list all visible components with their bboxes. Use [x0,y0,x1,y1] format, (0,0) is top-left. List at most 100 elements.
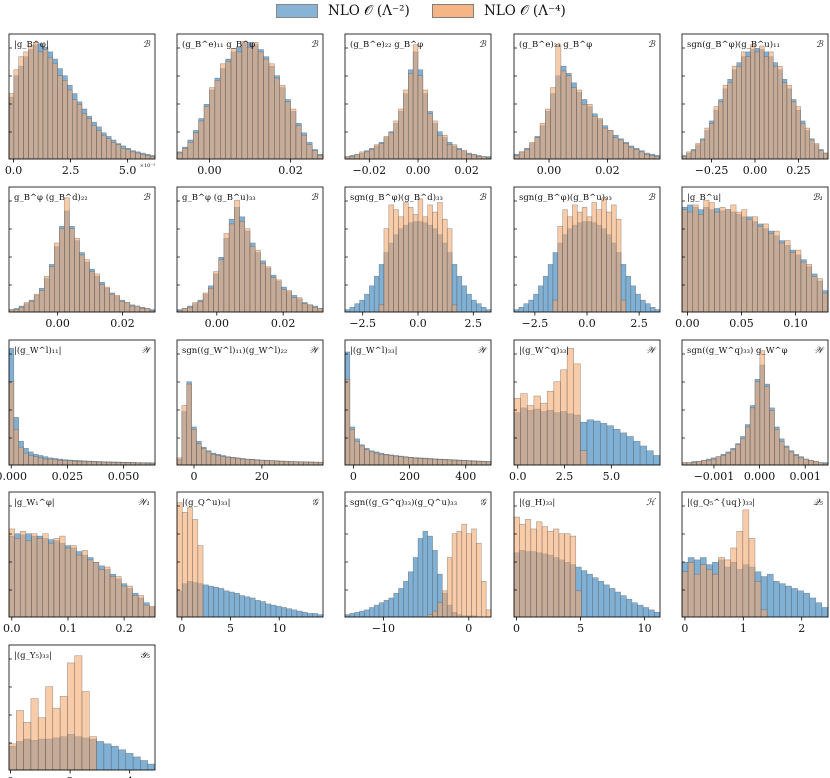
bar-lambda4 [119,301,126,313]
bar-lambda4 [620,299,627,313]
plot-frame [176,186,324,313]
bar-lambda4 [84,259,90,313]
histogram-panel-6: 0.00 0.02 g_B^φ (g_B^d)₂₂ ℬ [8,186,156,330]
bar-lambda2 [648,609,655,618]
legend: NLO 𝒪 (Λ⁻²) NLO 𝒪 (Λ⁻⁴) [0,0,830,22]
bar-lambda4 [398,216,404,313]
bar-lambda4 [553,528,560,618]
bar-lambda4 [14,538,21,618]
bar-lambda4 [437,602,443,618]
bar-lambda2 [265,603,272,618]
bar-lambda4 [393,209,399,313]
bar-lambda2 [631,602,638,618]
bar-lambda4 [746,218,753,313]
bar-lambda4 [254,459,260,466]
bar-lambda4 [562,209,568,313]
bar-lambda2 [103,743,112,771]
bar-lambda4 [18,56,24,160]
bar-lambda4 [466,153,472,160]
histogram-panel-20: 0 1 2 |(g_Q₅^{uq})₃₃| 𝒬₅ [681,491,829,635]
bar-lambda4 [293,461,299,466]
x-tick-label: 0.0 [409,317,427,330]
bar-lambda4 [62,80,68,160]
bar-lambda4 [777,65,783,160]
bar-lambda4 [398,456,404,466]
panel-group-label: ℬ [816,40,824,50]
histogram-panel-7: 0.00 0.02 g_B^φ (g_B^u)₃₃ ℬ [176,186,324,330]
bar-lambda2 [633,440,641,466]
bar-lambda4 [59,535,66,618]
bar-lambda4 [524,149,530,160]
x-tick-label: 0.2 [115,622,133,635]
bar-lambda2 [625,276,632,313]
panel-group-label: ℬ₁ [812,193,823,203]
bar-lambda4 [461,150,467,160]
bar-lambda4 [129,305,136,313]
bar-lambda4 [524,519,532,618]
bar-lambda4 [715,456,722,466]
bar-lambda4 [31,533,38,618]
x-tick-label: 0.0 [578,317,596,330]
x-tick-label: 0.0 [5,164,23,177]
bar-lambda2 [597,581,605,618]
bar-lambda4 [456,460,463,466]
bar-lambda4 [791,101,797,160]
bar-lambda4 [586,104,593,160]
x-tick-label: 0.025 [52,470,84,483]
bar-lambda4 [569,535,577,618]
histogram-panel-3: −0.02 0.00 0.02 (g_B^e)₂₂ g_B^φ ℬ [344,33,492,177]
bar-lambda4 [239,221,246,313]
bar-lambda4 [760,609,768,618]
bar-lambda4 [86,461,92,466]
bar-lambda4 [572,204,578,313]
bar-lambda4 [290,108,297,160]
bar-lambda4 [225,61,232,160]
bar-lambda4 [104,286,110,313]
bar-lambda2 [620,595,627,618]
bar-lambda2 [398,588,404,618]
bar-lambda4 [638,151,645,160]
bar-lambda4 [244,228,251,313]
bar-lambda4 [187,507,193,618]
bar-lambda4 [33,293,40,313]
bar-lambda2 [118,749,127,771]
bar-lambda4 [731,65,737,160]
bar-lambda4 [307,304,313,313]
plot-frame [513,339,661,466]
x-tick-label: −2.5 [349,317,376,330]
bar-lambda4 [249,246,256,313]
bar-lambda4 [754,581,762,618]
bar-lambda4 [576,89,583,160]
bar-lambda4 [115,144,122,160]
panel-title: |(g_Q₅^{uq})₃₃| [687,497,755,508]
bar-lambda2 [815,602,823,618]
x-tick-label: 0.00 [537,164,562,177]
bar-lambda4 [644,153,650,160]
x-tick-label: −0.001 [694,470,735,483]
histogram-panel-12: 0 20 sgn((g_W^l)₁₁)(g_W^l)₂₂ 𝒲 [176,339,324,483]
bar-lambda4 [76,461,83,466]
bar-lambda4 [38,290,45,313]
panel-title: |g_W₁^φ| [14,498,55,508]
bar-lambda4 [519,523,526,618]
panel-title: |g_B^φ| [14,40,49,50]
histogram-panel-14: 0.0 2.5 5.0 |(g_W^q)₃₃| 𝒲 [509,339,661,483]
bar-lambda4 [144,308,151,313]
bar-lambda2 [809,597,817,618]
bar-lambda4 [446,557,453,618]
bar-lambda4 [550,87,556,160]
bar-lambda4 [485,461,492,466]
panel-group-label: ℬ [143,193,151,203]
bar-lambda4 [203,106,210,160]
bar-lambda4 [763,56,769,160]
bar-lambda2 [646,450,654,466]
bar-lambda4 [86,118,92,160]
x-tick-label: 4 [126,775,133,778]
bar-lambda4 [54,242,60,313]
bar-lambda4 [693,573,701,618]
bar-lambda4 [811,276,818,313]
bar-lambda4 [72,99,78,160]
panel-group-label: ℬ [479,193,487,203]
histogram-panel-19: 0 5 10 |(g_H)₃₃| ℋ [513,491,661,635]
bar-lambda4 [601,197,607,313]
